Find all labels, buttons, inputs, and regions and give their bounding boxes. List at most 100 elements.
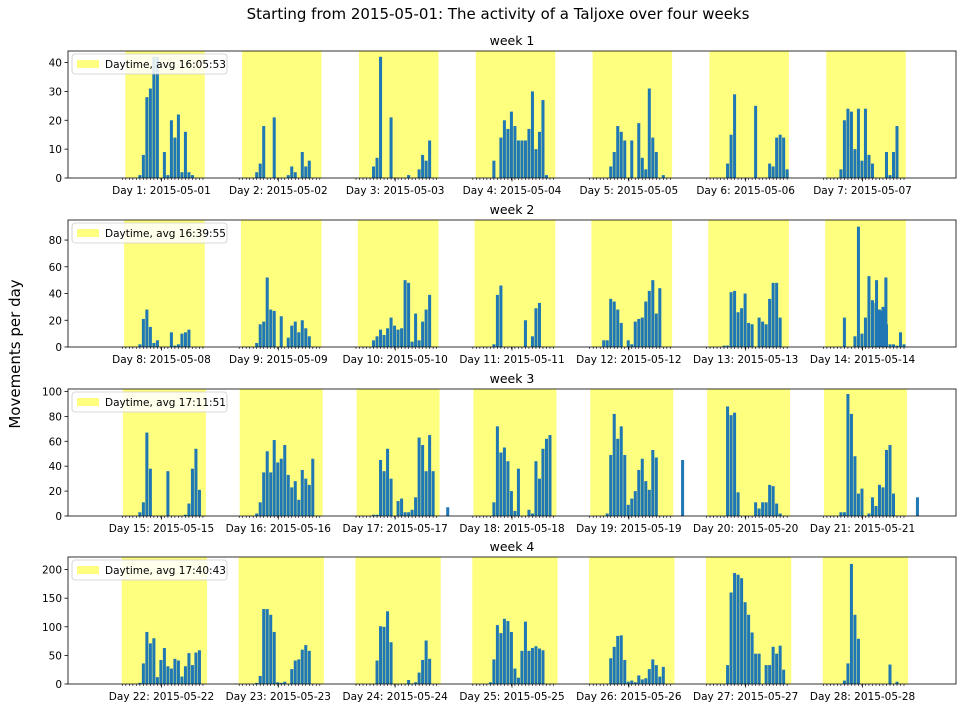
bar — [616, 438, 620, 516]
legend: Daytime, avg 16:05:53 — [71, 53, 228, 75]
y-tick-label: 60 — [49, 436, 62, 448]
bar — [842, 317, 846, 347]
legend-swatch — [77, 229, 99, 237]
x-tick-label: Day 12: 2015-05-12 — [576, 354, 681, 366]
bar — [888, 664, 892, 684]
bar — [637, 675, 641, 684]
bar — [537, 302, 541, 347]
subplot-title: week 1 — [490, 33, 535, 48]
x-tick-label: Day 20: 2015-05-20 — [693, 523, 798, 535]
bar — [888, 175, 892, 178]
bar — [492, 659, 496, 684]
bar — [372, 166, 376, 178]
bar — [410, 509, 414, 516]
bar — [417, 437, 421, 516]
bar — [502, 618, 506, 684]
bar — [853, 149, 857, 178]
bar — [187, 653, 191, 684]
bar — [258, 163, 262, 178]
bar — [293, 660, 297, 684]
subplot-title: week 2 — [490, 202, 535, 217]
bar — [403, 280, 407, 347]
bar — [612, 413, 616, 516]
y-tick-label: 10 — [49, 144, 62, 156]
bar — [891, 344, 895, 347]
bar — [386, 328, 390, 347]
bar — [867, 276, 871, 347]
bar — [637, 123, 641, 178]
bar — [743, 602, 747, 684]
bar — [407, 512, 411, 516]
bar — [778, 513, 782, 516]
bar — [421, 659, 425, 684]
bar — [915, 497, 919, 516]
bar — [520, 140, 524, 178]
bar — [530, 647, 534, 684]
bar — [757, 317, 761, 347]
bar — [300, 469, 304, 516]
bar — [541, 100, 545, 178]
y-tick-label: 20 — [49, 315, 62, 327]
bar — [407, 679, 411, 684]
bar — [502, 447, 506, 516]
bar — [870, 497, 874, 516]
bar — [640, 317, 644, 347]
bar — [537, 648, 541, 684]
bar — [169, 332, 173, 347]
bar — [736, 312, 740, 347]
legend-box — [71, 53, 228, 75]
y-tick-label: 40 — [49, 461, 62, 473]
bar — [782, 137, 786, 178]
bar — [307, 484, 311, 516]
bar — [173, 345, 177, 347]
bar — [530, 513, 534, 516]
legend-label: Daytime, avg 17:40:43 — [105, 565, 226, 577]
bar — [623, 454, 627, 516]
bar — [283, 445, 287, 516]
bar — [778, 645, 782, 684]
bar — [187, 329, 191, 347]
bar — [544, 438, 548, 516]
bar — [647, 290, 651, 347]
bar — [754, 105, 758, 178]
bar — [162, 152, 166, 178]
x-tick-label: Day 1: 2015-05-01 — [112, 185, 211, 197]
daytime-span — [238, 557, 324, 684]
bar — [502, 120, 506, 178]
bar — [856, 226, 860, 347]
daytime-span — [590, 389, 674, 516]
y-tick-label: 100 — [42, 386, 62, 398]
bar — [771, 166, 775, 178]
y-tick-label: 150 — [42, 593, 62, 605]
bar — [623, 140, 627, 178]
bar — [842, 680, 846, 684]
bar — [768, 484, 772, 516]
x-tick-label: Day 26: 2015-05-26 — [576, 691, 682, 703]
bar — [286, 474, 290, 516]
bar — [541, 448, 545, 516]
bar — [293, 321, 297, 347]
bar — [516, 468, 520, 516]
bar — [729, 592, 733, 684]
bar — [782, 669, 786, 684]
bar — [764, 324, 768, 347]
bar — [605, 340, 609, 347]
legend-label: Daytime, avg 16:39:55 — [105, 228, 226, 240]
y-tick-label: 60 — [49, 262, 62, 274]
x-tick-label: Day 27: 2015-05-27 — [693, 691, 798, 703]
bar — [183, 131, 187, 178]
bar — [619, 322, 623, 347]
x-tick-label: Day 28: 2015-05-28 — [810, 691, 915, 703]
bar — [516, 140, 520, 178]
bar — [888, 445, 892, 516]
daytime-span — [358, 51, 439, 178]
x-tick-label: Day 11: 2015-05-11 — [459, 354, 564, 366]
bar — [421, 321, 425, 347]
bar — [311, 458, 315, 516]
legend-swatch — [77, 398, 99, 406]
bar — [523, 621, 527, 684]
bar — [509, 491, 513, 516]
bar — [740, 308, 744, 347]
bar — [396, 501, 400, 516]
bar — [530, 336, 534, 347]
